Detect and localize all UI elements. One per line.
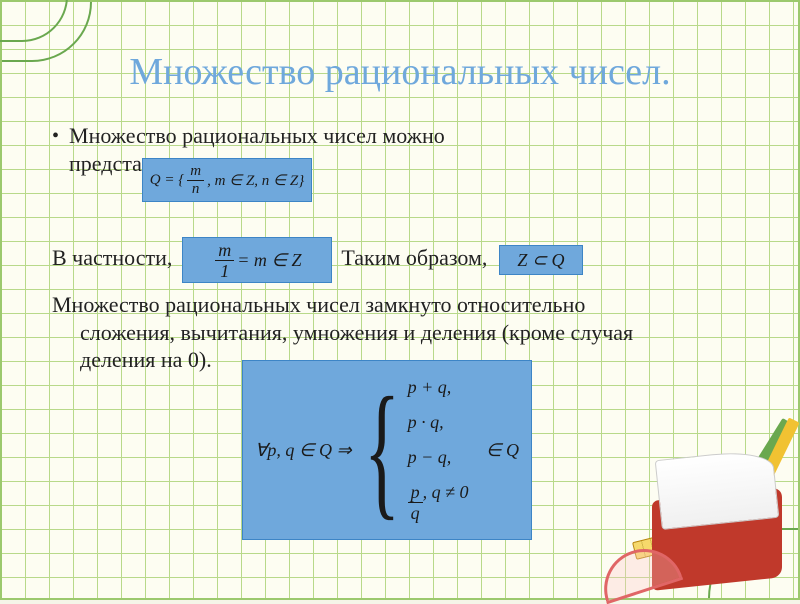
bb-row-4: p q , q ≠ 0: [408, 483, 469, 522]
slide: Множество рациональных чисел. • Множеств…: [0, 0, 800, 600]
line2-mid: Таким образом,: [341, 245, 493, 270]
m1-eq: = m ∈ Z: [237, 249, 301, 272]
slide-title: Множество рациональных чисел.: [2, 50, 798, 94]
stationery-decoration: [592, 432, 792, 592]
formula-z-subset-q: Z ⊂ Q: [499, 245, 583, 275]
pq-den: q: [411, 503, 420, 522]
formula-q-definition: Q = { m n , m ∈ Z, n ∈ Z}: [142, 158, 312, 202]
bullet-1-line-1: Множество рациональных чисел можно: [69, 123, 445, 148]
bullet-marker: •: [52, 122, 59, 150]
bb-row-1: p + q,: [408, 378, 469, 396]
frac-m-1: m 1: [215, 241, 234, 280]
q-num: m: [187, 164, 204, 181]
frac-den: 1: [220, 261, 229, 280]
formula-closure-box: ∀p, q ∈ Q ⇒ { p + q, p · q, p − q, p q ,…: [242, 360, 532, 540]
bb-operations: p + q, p · q, p − q, p q , q ≠ 0: [404, 375, 469, 525]
line2-prefix: В частности,: [52, 245, 172, 270]
pq-num: p: [408, 483, 423, 503]
q-def-suffix: , m ∈ Z, n ∈ Z}: [207, 171, 304, 190]
book-pages: [655, 448, 780, 530]
frac-num: m: [215, 241, 234, 261]
bb-row-3: p − q,: [408, 448, 469, 466]
q-def-prefix: Q = {: [150, 172, 184, 189]
formula-m-over-1: m 1 = m ∈ Z: [182, 237, 332, 283]
q-den: n: [192, 181, 200, 197]
bb-row-2: p · q,: [408, 413, 469, 431]
frac-p-q: p q: [408, 483, 423, 522]
line-particular: В частности, m 1 = m ∈ Z Таким образом, …: [52, 237, 748, 283]
brace-icon: {: [364, 375, 400, 525]
bb-r4-tail: , q ≠ 0: [423, 482, 469, 502]
bb-in-q: ∈ Q: [486, 440, 519, 461]
frac-m-n: m n: [187, 164, 204, 197]
para2-l1: Множество рациональных чисел замкнуто от…: [52, 291, 748, 319]
bb-forall: ∀p, q ∈ Q ⇒: [255, 440, 360, 461]
para2-l2: сложения, вычитания, умножения и деления…: [52, 319, 748, 347]
